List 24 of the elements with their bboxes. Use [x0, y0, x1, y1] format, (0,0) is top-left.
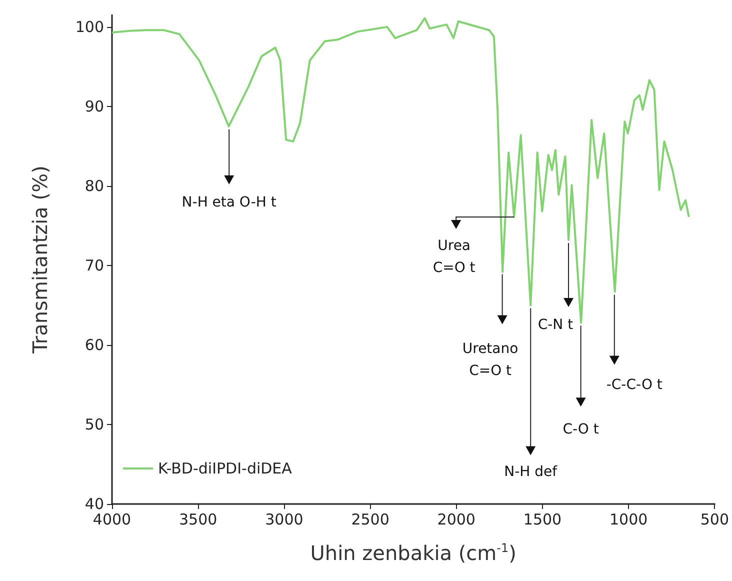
legend-label: K-BD-diIPDI-diDEA	[158, 460, 293, 478]
y-tick-label: 60	[84, 336, 104, 354]
y-tick-label: 80	[84, 176, 104, 195]
annotation: N-H def	[504, 464, 558, 480]
x-tick-label: 2000	[437, 510, 476, 528]
x-tick-label: 3500	[179, 510, 218, 528]
x-tick-label: 3000	[265, 510, 304, 528]
x-tick-label: 4000	[92, 510, 132, 528]
annotation: Urea C=O t	[432, 238, 476, 276]
y-tick-label: 90	[84, 97, 104, 116]
y-tick-label: 50	[84, 415, 104, 434]
x-tick-label: 1000	[609, 510, 648, 528]
annotation: C-O t	[562, 422, 600, 438]
y-axis-title: Transmitantzia (%)	[28, 166, 52, 354]
annotation: N-H eta O-H t	[182, 194, 277, 210]
y-tick-label: 100	[75, 18, 104, 36]
annotation: C-N t	[538, 317, 574, 334]
x-tick-label: 500	[700, 510, 730, 528]
x-tick-label: 2500	[351, 510, 390, 528]
x-tick-label: 1500	[523, 510, 562, 528]
annotation: Uretano C=O t	[462, 341, 518, 380]
y-tick-label: 70	[84, 256, 104, 274]
annotation: -C-C-O t	[606, 376, 663, 393]
y-tick-label: 40	[84, 495, 104, 513]
